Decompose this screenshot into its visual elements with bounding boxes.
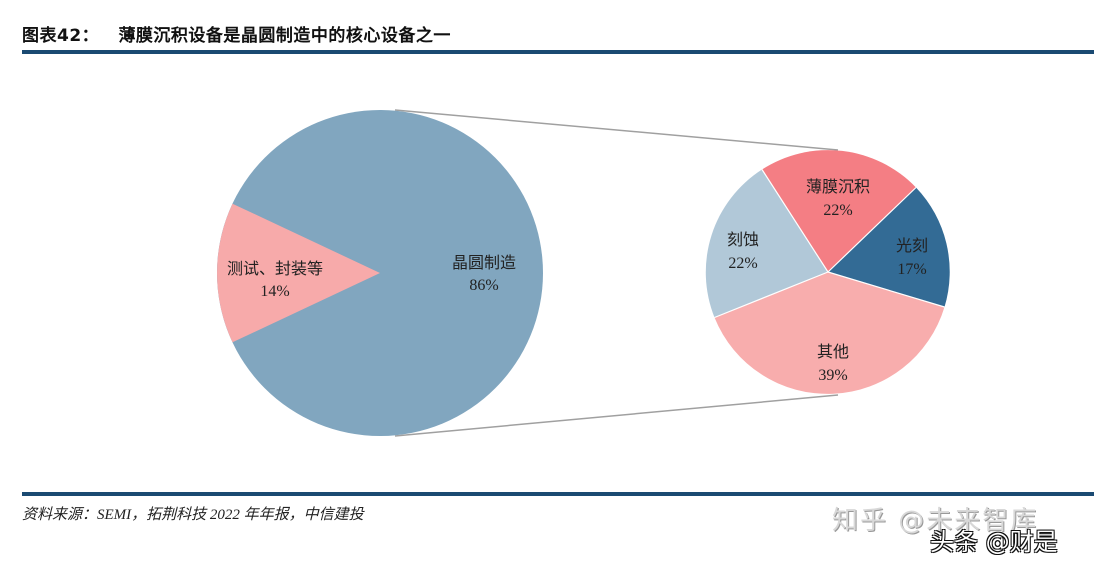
label-lithography-pct: 17%	[897, 261, 926, 278]
slice-test-package	[217, 203, 380, 343]
label-thin-film-pct: 22%	[823, 202, 852, 219]
figure-title: 图表42： 薄膜沉积设备是晶圆制造中的核心设备之一	[22, 21, 451, 46]
label-thin-film-name: 薄膜沉积	[806, 178, 870, 196]
label-others-name: 其他	[817, 343, 849, 361]
source-rule	[22, 492, 1094, 496]
figure-title-text: 薄膜沉积设备是晶圆制造中的核心设备之一	[118, 26, 451, 46]
label-etching-name: 刻蚀	[727, 231, 759, 249]
watermark-zhihu: 知乎 @未来智库	[832, 506, 1039, 536]
label-test-package-pct: 14%	[260, 283, 289, 300]
slice-others	[714, 272, 945, 394]
figure-label: 图表42：	[22, 26, 100, 46]
label-wafer-fab-pct: 86%	[469, 277, 498, 294]
connector-line-top	[394, 109, 839, 151]
slice-etching	[705, 169, 828, 318]
watermark-toutiao: 头条 @财是	[930, 528, 1058, 556]
label-lithography-name: 光刻	[896, 237, 928, 255]
label-etching-pct: 22%	[728, 255, 757, 272]
slice-lithography	[828, 187, 950, 307]
label-test-package-name: 测试、封装等	[227, 260, 323, 278]
label-wafer-fab-name: 晶圆制造	[452, 254, 516, 272]
title-rule	[22, 50, 1094, 54]
connector-line-bottom	[394, 394, 839, 437]
slice-separators	[714, 169, 945, 319]
label-others-pct: 39%	[818, 367, 847, 384]
slice-thin-film	[762, 150, 916, 272]
source-note: 资料来源：SEMI，拓荆科技 2022 年年报，中信建投	[22, 507, 364, 523]
